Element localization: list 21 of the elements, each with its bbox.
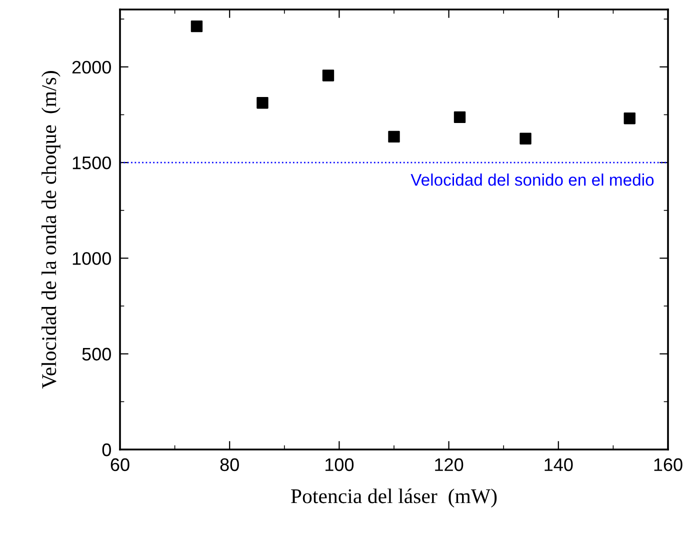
x-tick-label: 60 [110, 458, 130, 472]
point [256, 97, 268, 109]
y-tick-label: 1500 [72, 156, 111, 170]
y-axis-title: Velocidad de la onda de choque (m/s) [42, 71, 60, 389]
x-tick-label: 80 [220, 458, 239, 472]
x-tick-label: 120 [435, 458, 464, 472]
x-tick-label: 160 [654, 458, 682, 472]
x-tick-label: 100 [326, 458, 354, 472]
point [322, 70, 334, 82]
y-tick-label: 500 [82, 348, 111, 361]
point [190, 20, 203, 32]
x-axis-title: Potencia del láser (mW) [291, 488, 497, 508]
y-tick-label: 2000 [72, 60, 111, 74]
y-tick-label: 1000 [72, 252, 111, 265]
ref-line-label: Velocidad del sonido en el medio [410, 174, 654, 186]
y-tick-label: 0 [102, 443, 111, 456]
point [388, 130, 400, 143]
point [520, 132, 532, 144]
point [454, 111, 466, 124]
x-tick-label: 140 [544, 458, 573, 472]
point [624, 112, 636, 124]
